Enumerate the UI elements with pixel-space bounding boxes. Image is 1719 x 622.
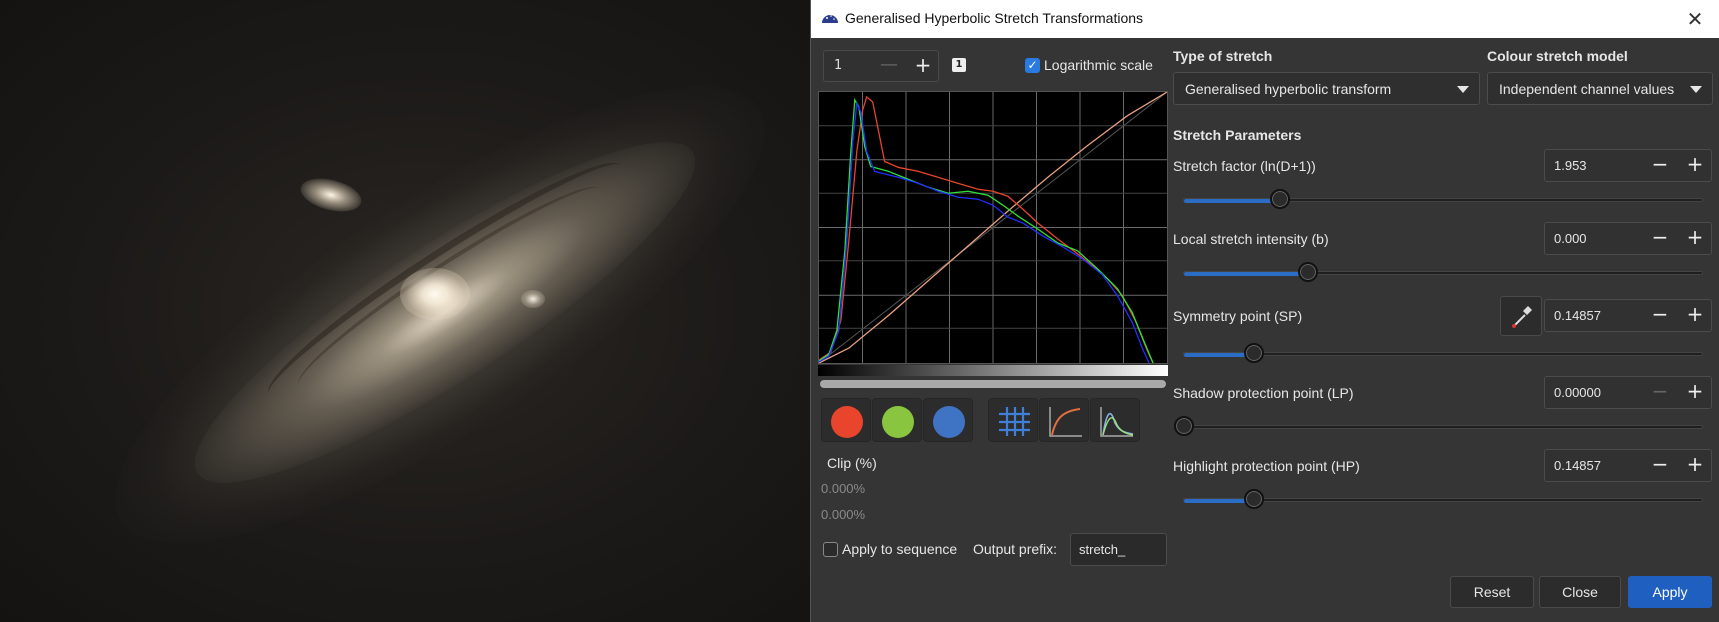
shadow-protection-spinbox[interactable]: 0.00000 − + xyxy=(1544,376,1712,409)
clip-low-value: 0.000% xyxy=(821,481,866,496)
local-intensity-decrement-button[interactable]: − xyxy=(1651,225,1669,249)
symmetry-point-decrement-button[interactable]: − xyxy=(1651,302,1669,326)
clip-high-value: 0.000% xyxy=(821,507,866,522)
symmetry-point-slider-fill xyxy=(1184,353,1254,357)
colour-model-value: Independent channel values xyxy=(1499,81,1675,97)
local-intensity-slider-handle[interactable] xyxy=(1298,262,1318,282)
shadow-protection-increment-button[interactable]: + xyxy=(1686,379,1704,403)
histogram-toggle-button[interactable] xyxy=(1090,398,1140,442)
highlight-protection-slider[interactable] xyxy=(1183,498,1703,502)
local-intensity-slider-fill xyxy=(1184,272,1308,276)
eyedropper-icon xyxy=(1512,306,1532,328)
grid-icon xyxy=(999,407,1030,436)
local-intensity-slider[interactable] xyxy=(1183,271,1703,275)
stretch-type-label: Type of stretch xyxy=(1173,48,1273,64)
output-prefix-value: stretch_ xyxy=(1079,542,1126,557)
apply-to-sequence-checkbox[interactable] xyxy=(823,542,838,557)
satellite-galaxy xyxy=(521,290,545,308)
histogram-icon xyxy=(1100,407,1134,437)
dialog-title: Generalised Hyperbolic Stretch Transform… xyxy=(845,10,1144,26)
stretch-params-heading: Stretch Parameters xyxy=(1173,127,1302,143)
title-bar[interactable]: Generalised Hyperbolic Stretch Transform… xyxy=(811,0,1719,38)
shadow-protection-value[interactable]: 0.00000 xyxy=(1554,385,1601,400)
app-icon xyxy=(822,15,838,23)
stretch-type-select[interactable]: Generalised hyperbolic transform xyxy=(1173,72,1480,105)
local-intensity-spinbox[interactable]: 0.000 − + xyxy=(1544,222,1712,255)
apply-button[interactable]: Apply xyxy=(1628,576,1712,608)
green-histogram-curve xyxy=(819,97,1154,363)
highlight-protection-label: Highlight protection point (HP) xyxy=(1173,458,1360,474)
log-scale-label[interactable]: Logarithmic scale xyxy=(1044,57,1153,73)
close-icon[interactable]: ✕ xyxy=(1686,7,1704,31)
highlight-protection-spinbox[interactable]: 0.14857 − + xyxy=(1544,449,1712,482)
stretch-factor-value[interactable]: 1.953 xyxy=(1554,158,1587,173)
histogram-view[interactable] xyxy=(818,91,1168,364)
stretch-type-value: Generalised hyperbolic transform xyxy=(1185,81,1392,97)
identity-diagonal xyxy=(819,92,1167,363)
stretch-factor-slider[interactable] xyxy=(1183,198,1703,202)
highlight-protection-increment-button[interactable]: + xyxy=(1686,452,1704,476)
symmetry-point-slider-handle[interactable] xyxy=(1244,343,1264,363)
symmetry-point-spinbox[interactable]: 0.14857 − + xyxy=(1544,299,1712,332)
view-toggle-group xyxy=(988,398,1140,442)
stretch-factor-slider-handle[interactable] xyxy=(1270,189,1290,209)
stretch-curve xyxy=(819,92,1167,363)
stretch-factor-slider-fill xyxy=(1184,199,1280,203)
zoom-decrement-button[interactable]: — xyxy=(880,54,898,75)
channel-toggle-group xyxy=(821,398,973,442)
red-channel-icon xyxy=(831,406,863,438)
green-channel-icon xyxy=(882,406,914,438)
clip-label: Clip (%) xyxy=(827,455,877,471)
shadow-protection-slider[interactable] xyxy=(1183,425,1703,429)
highlight-protection-slider-handle[interactable] xyxy=(1244,489,1264,509)
curve-toggle-button[interactable] xyxy=(1039,398,1089,442)
symmetry-point-label: Symmetry point (SP) xyxy=(1173,308,1303,324)
galaxy-core xyxy=(400,268,470,320)
intensity-gradient-bar xyxy=(818,365,1168,376)
curve-icon xyxy=(1049,407,1082,437)
satellite-galaxy xyxy=(297,172,365,218)
symmetry-point-value[interactable]: 0.14857 xyxy=(1554,308,1601,323)
grid-toggle-button[interactable] xyxy=(988,398,1038,442)
stretch-factor-increment-button[interactable]: + xyxy=(1686,152,1704,176)
shadow-protection-decrement-button[interactable]: − xyxy=(1651,379,1669,403)
highlight-protection-slider-fill xyxy=(1184,499,1254,503)
chevron-down-icon xyxy=(1690,86,1702,93)
close-button[interactable]: Close xyxy=(1539,576,1621,608)
symmetry-point-slider[interactable] xyxy=(1183,352,1703,356)
apply-to-sequence-label[interactable]: Apply to sequence xyxy=(842,541,958,557)
log-scale-checkbox[interactable]: ✓ xyxy=(1025,58,1040,73)
symmetry-point-increment-button[interactable]: + xyxy=(1686,302,1704,326)
green-channel-button[interactable] xyxy=(872,398,922,442)
local-intensity-label: Local stretch intensity (b) xyxy=(1173,231,1329,247)
blue-histogram-curve xyxy=(819,101,1150,363)
stretch-factor-label: Stretch factor (ln(D+1)) xyxy=(1173,158,1316,174)
reset-button[interactable]: Reset xyxy=(1450,576,1534,608)
zoom-value[interactable]: 1 xyxy=(834,58,843,73)
stretch-factor-spinbox[interactable]: 1.953 − + xyxy=(1544,149,1712,182)
chevron-down-icon xyxy=(1457,86,1469,93)
highlight-protection-value[interactable]: 0.14857 xyxy=(1554,458,1601,473)
local-intensity-increment-button[interactable]: + xyxy=(1686,225,1704,249)
histogram-scrollbar[interactable] xyxy=(820,380,1166,388)
astro-image-canvas[interactable] xyxy=(0,0,810,622)
reset-zoom-icon[interactable]: 1 xyxy=(952,58,966,72)
red-channel-button[interactable] xyxy=(821,398,871,442)
shadow-protection-label: Shadow protection point (LP) xyxy=(1173,385,1354,401)
stretch-factor-decrement-button[interactable]: − xyxy=(1651,152,1669,176)
shadow-protection-slider-handle[interactable] xyxy=(1174,416,1194,436)
blue-channel-button[interactable] xyxy=(923,398,973,442)
zoom-increment-button[interactable]: + xyxy=(914,53,932,77)
blue-channel-icon xyxy=(933,406,965,438)
zoom-spinbox[interactable]: 1 — + xyxy=(823,50,939,82)
highlight-protection-decrement-button[interactable]: − xyxy=(1651,452,1669,476)
colour-model-select[interactable]: Independent channel values xyxy=(1487,72,1713,105)
output-prefix-label: Output prefix: xyxy=(973,541,1058,557)
ght-dialog: Generalised Hyperbolic Stretch Transform… xyxy=(810,0,1719,622)
colour-model-label: Colour stretch model xyxy=(1487,48,1628,64)
output-prefix-input[interactable]: stretch_ xyxy=(1070,533,1167,566)
local-intensity-value[interactable]: 0.000 xyxy=(1554,231,1587,246)
eyedropper-button[interactable] xyxy=(1500,296,1542,336)
